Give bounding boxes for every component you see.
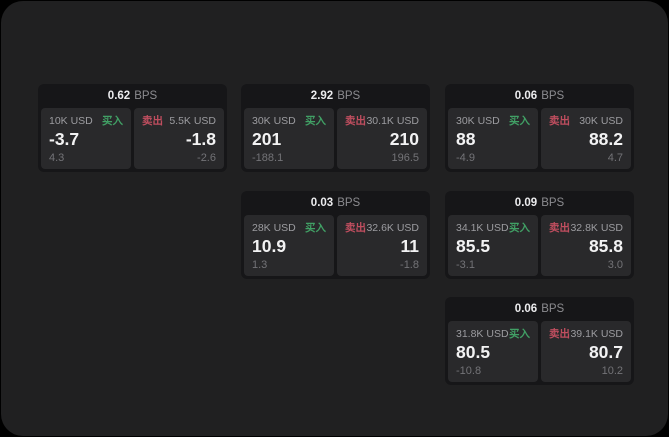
spread-header: 0.62 BPS — [38, 84, 227, 108]
sell-change: -1.8 — [400, 259, 419, 271]
buy-amount: 30K USD — [456, 114, 500, 127]
sell-price: 88.2 — [588, 129, 623, 150]
sell-panel[interactable]: 卖出 30K USD 88.2 4.7 — [541, 108, 631, 169]
buy-label: 买入 — [509, 115, 530, 127]
buy-price: 88 — [456, 129, 476, 150]
buy-panel[interactable]: 31.8K USD 买入 80.5 -10.8 — [448, 321, 538, 382]
buy-label: 买入 — [305, 115, 326, 127]
buy-panel[interactable]: 28K USD 买入 10.9 1.3 — [244, 215, 334, 276]
buy-panel[interactable]: 34.1K USD 买入 85.5 -3.1 — [448, 215, 538, 276]
sell-change: 196.5 — [391, 152, 419, 164]
sell-change: 3.0 — [607, 259, 623, 271]
buy-price: 10.9 — [252, 236, 287, 257]
buy-amount: 31.8K USD — [456, 327, 509, 340]
sell-label: 卖出 — [142, 115, 163, 127]
sell-amount: 30.1K USD — [366, 114, 419, 127]
quote-card: 0.09 BPS 34.1K USD 买入 85.5 -3.1 卖出 32.8K… — [445, 191, 634, 279]
sell-label: 卖出 — [345, 115, 366, 127]
sell-price: 210 — [389, 129, 419, 150]
sell-price: 80.7 — [588, 342, 623, 363]
buy-label: 买入 — [509, 328, 530, 340]
sell-amount: 5.5K USD — [169, 114, 216, 127]
sell-change: 4.7 — [607, 152, 623, 164]
buy-amount: 30K USD — [252, 114, 296, 127]
buy-change: -10.8 — [456, 365, 482, 377]
buy-amount: 28K USD — [252, 221, 296, 234]
buy-price: 85.5 — [456, 236, 491, 257]
spread-value: 0.03 — [310, 197, 334, 209]
sell-amount: 32.8K USD — [570, 221, 623, 234]
buy-price: -3.7 — [49, 129, 80, 150]
sell-change: -2.6 — [197, 152, 216, 164]
quote-panels: 31.8K USD 买入 80.5 -10.8 卖出 39.1K USD 80.… — [445, 321, 634, 382]
spread-unit: BPS — [541, 303, 565, 315]
buy-label: 买入 — [102, 115, 123, 127]
spread-unit: BPS — [337, 90, 361, 102]
quote-panels: 30K USD 买入 201 -188.1 卖出 30.1K USD 210 1… — [241, 108, 430, 169]
buy-price: 201 — [252, 129, 282, 150]
sell-panel[interactable]: 卖出 30.1K USD 210 196.5 — [337, 108, 427, 169]
buy-panel[interactable]: 10K USD 买入 -3.7 4.3 — [41, 108, 131, 169]
spread-header: 0.06 BPS — [445, 297, 634, 321]
sell-label: 卖出 — [549, 328, 570, 340]
spread-header: 0.03 BPS — [241, 191, 430, 215]
sell-price: -1.8 — [185, 129, 216, 150]
quote-card: 0.62 BPS 10K USD 买入 -3.7 4.3 卖出 5.5K USD… — [38, 84, 227, 172]
buy-label: 买入 — [509, 222, 530, 234]
spread-unit: BPS — [337, 197, 361, 209]
quote-panels: 30K USD 买入 88 -4.9 卖出 30K USD 88.2 4.7 — [445, 108, 634, 169]
spread-header: 0.09 BPS — [445, 191, 634, 215]
buy-amount: 10K USD — [49, 114, 93, 127]
spread-value: 0.09 — [514, 197, 538, 209]
sell-label: 卖出 — [549, 222, 570, 234]
sell-price: 11 — [400, 236, 420, 257]
spread-value: 2.92 — [310, 90, 334, 102]
buy-change: -4.9 — [456, 152, 475, 164]
spread-unit: BPS — [541, 90, 565, 102]
buy-change: 1.3 — [252, 259, 268, 271]
quote-card: 0.03 BPS 28K USD 买入 10.9 1.3 卖出 32.6K US… — [241, 191, 430, 279]
buy-panel[interactable]: 30K USD 买入 201 -188.1 — [244, 108, 334, 169]
buy-change: 4.3 — [49, 152, 65, 164]
quote-card: 0.06 BPS 31.8K USD 买入 80.5 -10.8 卖出 39.1… — [445, 297, 634, 385]
spread-header: 0.06 BPS — [445, 84, 634, 108]
buy-amount: 34.1K USD — [456, 221, 509, 234]
spread-value: 0.06 — [514, 90, 538, 102]
buy-change: -3.1 — [456, 259, 475, 271]
sell-amount: 39.1K USD — [570, 327, 623, 340]
spread-unit: BPS — [134, 90, 158, 102]
quote-panels: 28K USD 买入 10.9 1.3 卖出 32.6K USD 11 -1.8 — [241, 215, 430, 276]
quote-panels: 10K USD 买入 -3.7 4.3 卖出 5.5K USD -1.8 -2.… — [38, 108, 227, 169]
sell-panel[interactable]: 卖出 32.8K USD 85.8 3.0 — [541, 215, 631, 276]
sell-panel[interactable]: 卖出 39.1K USD 80.7 10.2 — [541, 321, 631, 382]
sell-panel[interactable]: 卖出 5.5K USD -1.8 -2.6 — [134, 108, 224, 169]
sell-label: 卖出 — [549, 115, 570, 127]
sell-change: 10.2 — [601, 365, 623, 377]
sell-label: 卖出 — [345, 222, 366, 234]
quote-card: 2.92 BPS 30K USD 买入 201 -188.1 卖出 30.1K … — [241, 84, 430, 172]
quote-card: 0.06 BPS 30K USD 买入 88 -4.9 卖出 30K USD 8… — [445, 84, 634, 172]
sell-amount: 32.6K USD — [366, 221, 419, 234]
buy-label: 买入 — [305, 222, 326, 234]
spread-header: 2.92 BPS — [241, 84, 430, 108]
quote-panels: 34.1K USD 买入 85.5 -3.1 卖出 32.8K USD 85.8… — [445, 215, 634, 276]
buy-change: -188.1 — [252, 152, 284, 164]
sell-price: 85.8 — [588, 236, 623, 257]
spread-value: 0.06 — [514, 303, 538, 315]
buy-price: 80.5 — [456, 342, 491, 363]
spread-unit: BPS — [541, 197, 565, 209]
spread-value: 0.62 — [107, 90, 131, 102]
buy-panel[interactable]: 30K USD 买入 88 -4.9 — [448, 108, 538, 169]
sell-amount: 30K USD — [579, 114, 623, 127]
sell-panel[interactable]: 卖出 32.6K USD 11 -1.8 — [337, 215, 427, 276]
